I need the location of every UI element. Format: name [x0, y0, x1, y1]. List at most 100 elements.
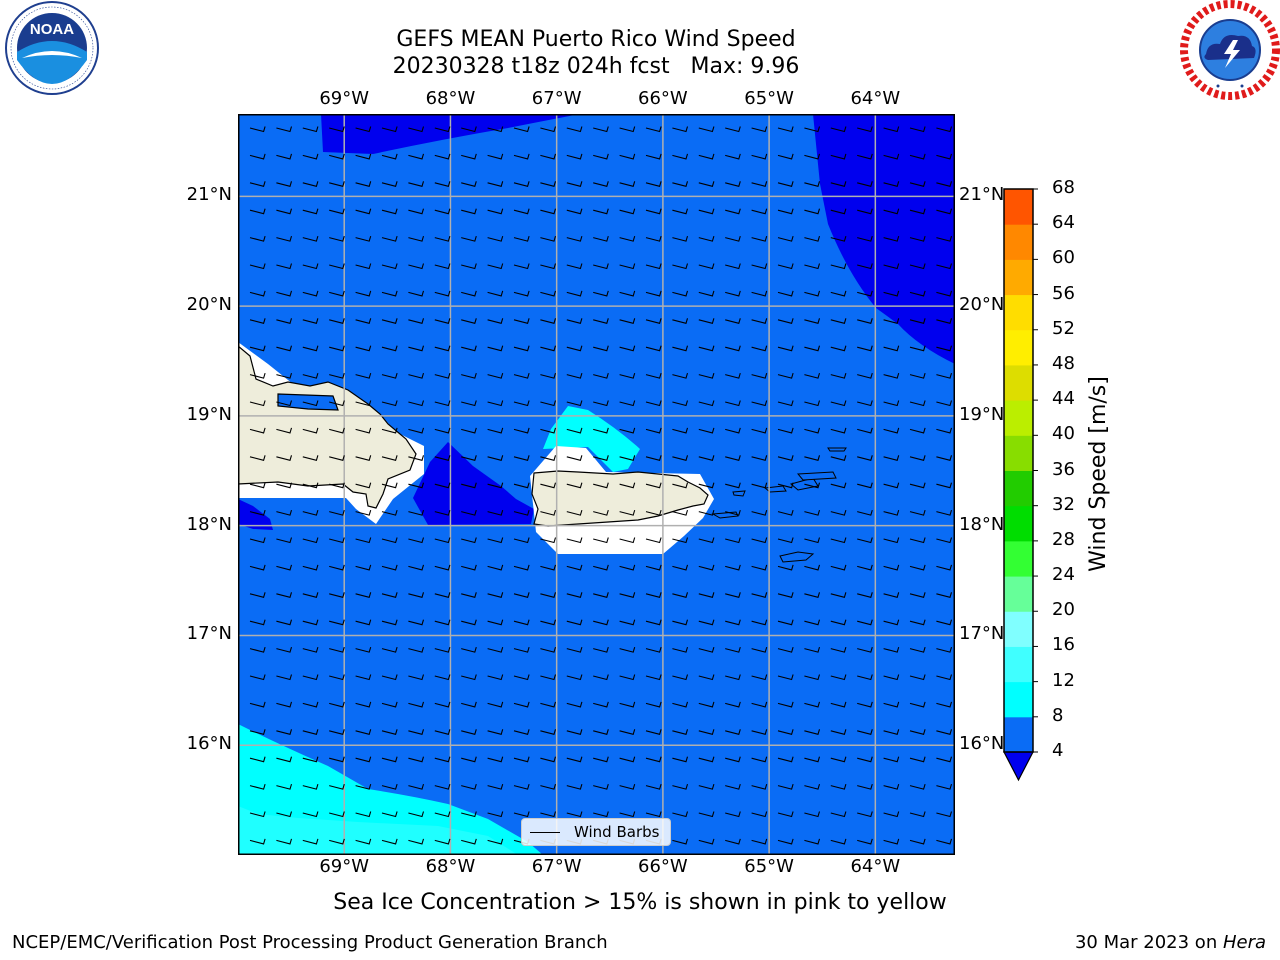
wind-barb — [249, 181, 266, 187]
wind-barb — [777, 181, 794, 187]
wind-barb — [593, 290, 609, 297]
wind-barb — [645, 181, 662, 187]
wind-barb — [249, 126, 266, 133]
wind-barb — [434, 729, 451, 735]
colorbar-tick-label: 48 — [1052, 352, 1075, 374]
wind-barb — [883, 263, 900, 270]
wind-barb — [751, 619, 768, 626]
wind-barb — [540, 646, 557, 653]
wind-barb — [276, 592, 293, 598]
wind-barb — [883, 729, 900, 735]
wind-barb — [857, 153, 873, 160]
wind-barb — [883, 455, 900, 461]
wind-barb — [830, 646, 847, 653]
wind-barb — [487, 509, 504, 516]
wind-barb — [276, 674, 293, 681]
wind-barb — [276, 537, 293, 544]
wind-barb — [487, 783, 504, 790]
wind-barb — [249, 811, 266, 818]
wind-barb — [725, 701, 741, 708]
wind-barb — [936, 701, 953, 708]
colorbar-bin — [1004, 224, 1033, 260]
wind-barb — [725, 592, 741, 598]
wind-barb — [698, 756, 715, 763]
wind-barb — [329, 838, 345, 845]
wind-barb — [329, 811, 345, 818]
wind-barb — [857, 783, 873, 790]
wind-barb — [249, 537, 266, 544]
wind-barb — [513, 783, 530, 790]
wind-barb — [777, 153, 794, 160]
wind-barb — [619, 564, 636, 571]
colorbar-tick-label: 68 — [1052, 177, 1075, 198]
wind-barb — [355, 290, 372, 297]
wind-barb — [936, 263, 953, 270]
wind-barb — [725, 509, 741, 516]
wind-barb — [830, 619, 847, 626]
wind-barb — [381, 263, 398, 270]
wind-barb — [909, 181, 926, 187]
wind-barb — [513, 509, 530, 516]
wind-barb — [276, 783, 293, 790]
wind-barb — [725, 537, 741, 544]
wind-barb — [434, 345, 451, 352]
wind-barb — [857, 756, 873, 763]
colorbar-bin — [1004, 576, 1033, 612]
wind-barb — [302, 756, 319, 763]
wind-barb — [830, 208, 847, 215]
wind-barb — [434, 372, 451, 379]
wind-barb — [804, 537, 821, 544]
wind-barb — [777, 564, 794, 571]
wind-barb — [883, 126, 900, 133]
wind-barb — [645, 592, 662, 598]
wind-barb — [593, 537, 609, 544]
wind-barb — [804, 181, 821, 187]
wind-barb — [593, 619, 609, 626]
wind-barb — [355, 235, 372, 242]
wind-barb — [566, 372, 583, 379]
wind-barb — [672, 811, 689, 818]
wind-barb — [487, 838, 504, 845]
wind-barb — [381, 427, 398, 434]
wind-barb — [434, 400, 451, 407]
wind-barb — [883, 235, 900, 242]
wind-barb — [698, 838, 715, 845]
wind-barb — [461, 345, 477, 352]
wind-barb — [936, 482, 953, 489]
wind-barb — [883, 208, 900, 215]
latitude-label-right: 16°N — [959, 733, 1005, 755]
wind-barb — [936, 400, 953, 407]
wind-barb — [672, 701, 689, 708]
wind-barb — [513, 345, 530, 352]
wind-barb — [329, 400, 345, 407]
wind-barb — [751, 263, 768, 270]
wind-barb — [830, 126, 847, 133]
colorbar-tick-label: 4 — [1052, 740, 1064, 761]
wind-barb — [936, 783, 953, 790]
wind-barb — [461, 674, 477, 681]
wind-barb — [408, 290, 425, 297]
wind-barb — [751, 372, 768, 379]
wind-barb — [540, 427, 557, 434]
wind-barb — [540, 482, 557, 489]
wind-barb — [883, 181, 900, 187]
wind-barb — [249, 455, 266, 461]
wind-barb — [672, 838, 689, 845]
wind-barb — [804, 208, 821, 215]
wind-barb — [804, 318, 821, 324]
latitude-label-left: 19°N — [186, 403, 232, 425]
wind-barb — [619, 345, 636, 352]
wind-barb — [909, 756, 926, 763]
wind-barb — [513, 537, 530, 544]
colorbar-bin — [1004, 294, 1033, 331]
wind-barb — [751, 564, 768, 571]
wind-barb — [936, 235, 953, 242]
wind-barb — [461, 619, 477, 626]
wind-barb — [302, 427, 319, 434]
wind-barb — [434, 263, 451, 270]
wind-barb — [355, 400, 372, 407]
wind-barb — [355, 208, 372, 215]
wind-barb — [329, 509, 345, 516]
wind-barb — [249, 235, 266, 242]
wind-barb — [672, 235, 689, 242]
